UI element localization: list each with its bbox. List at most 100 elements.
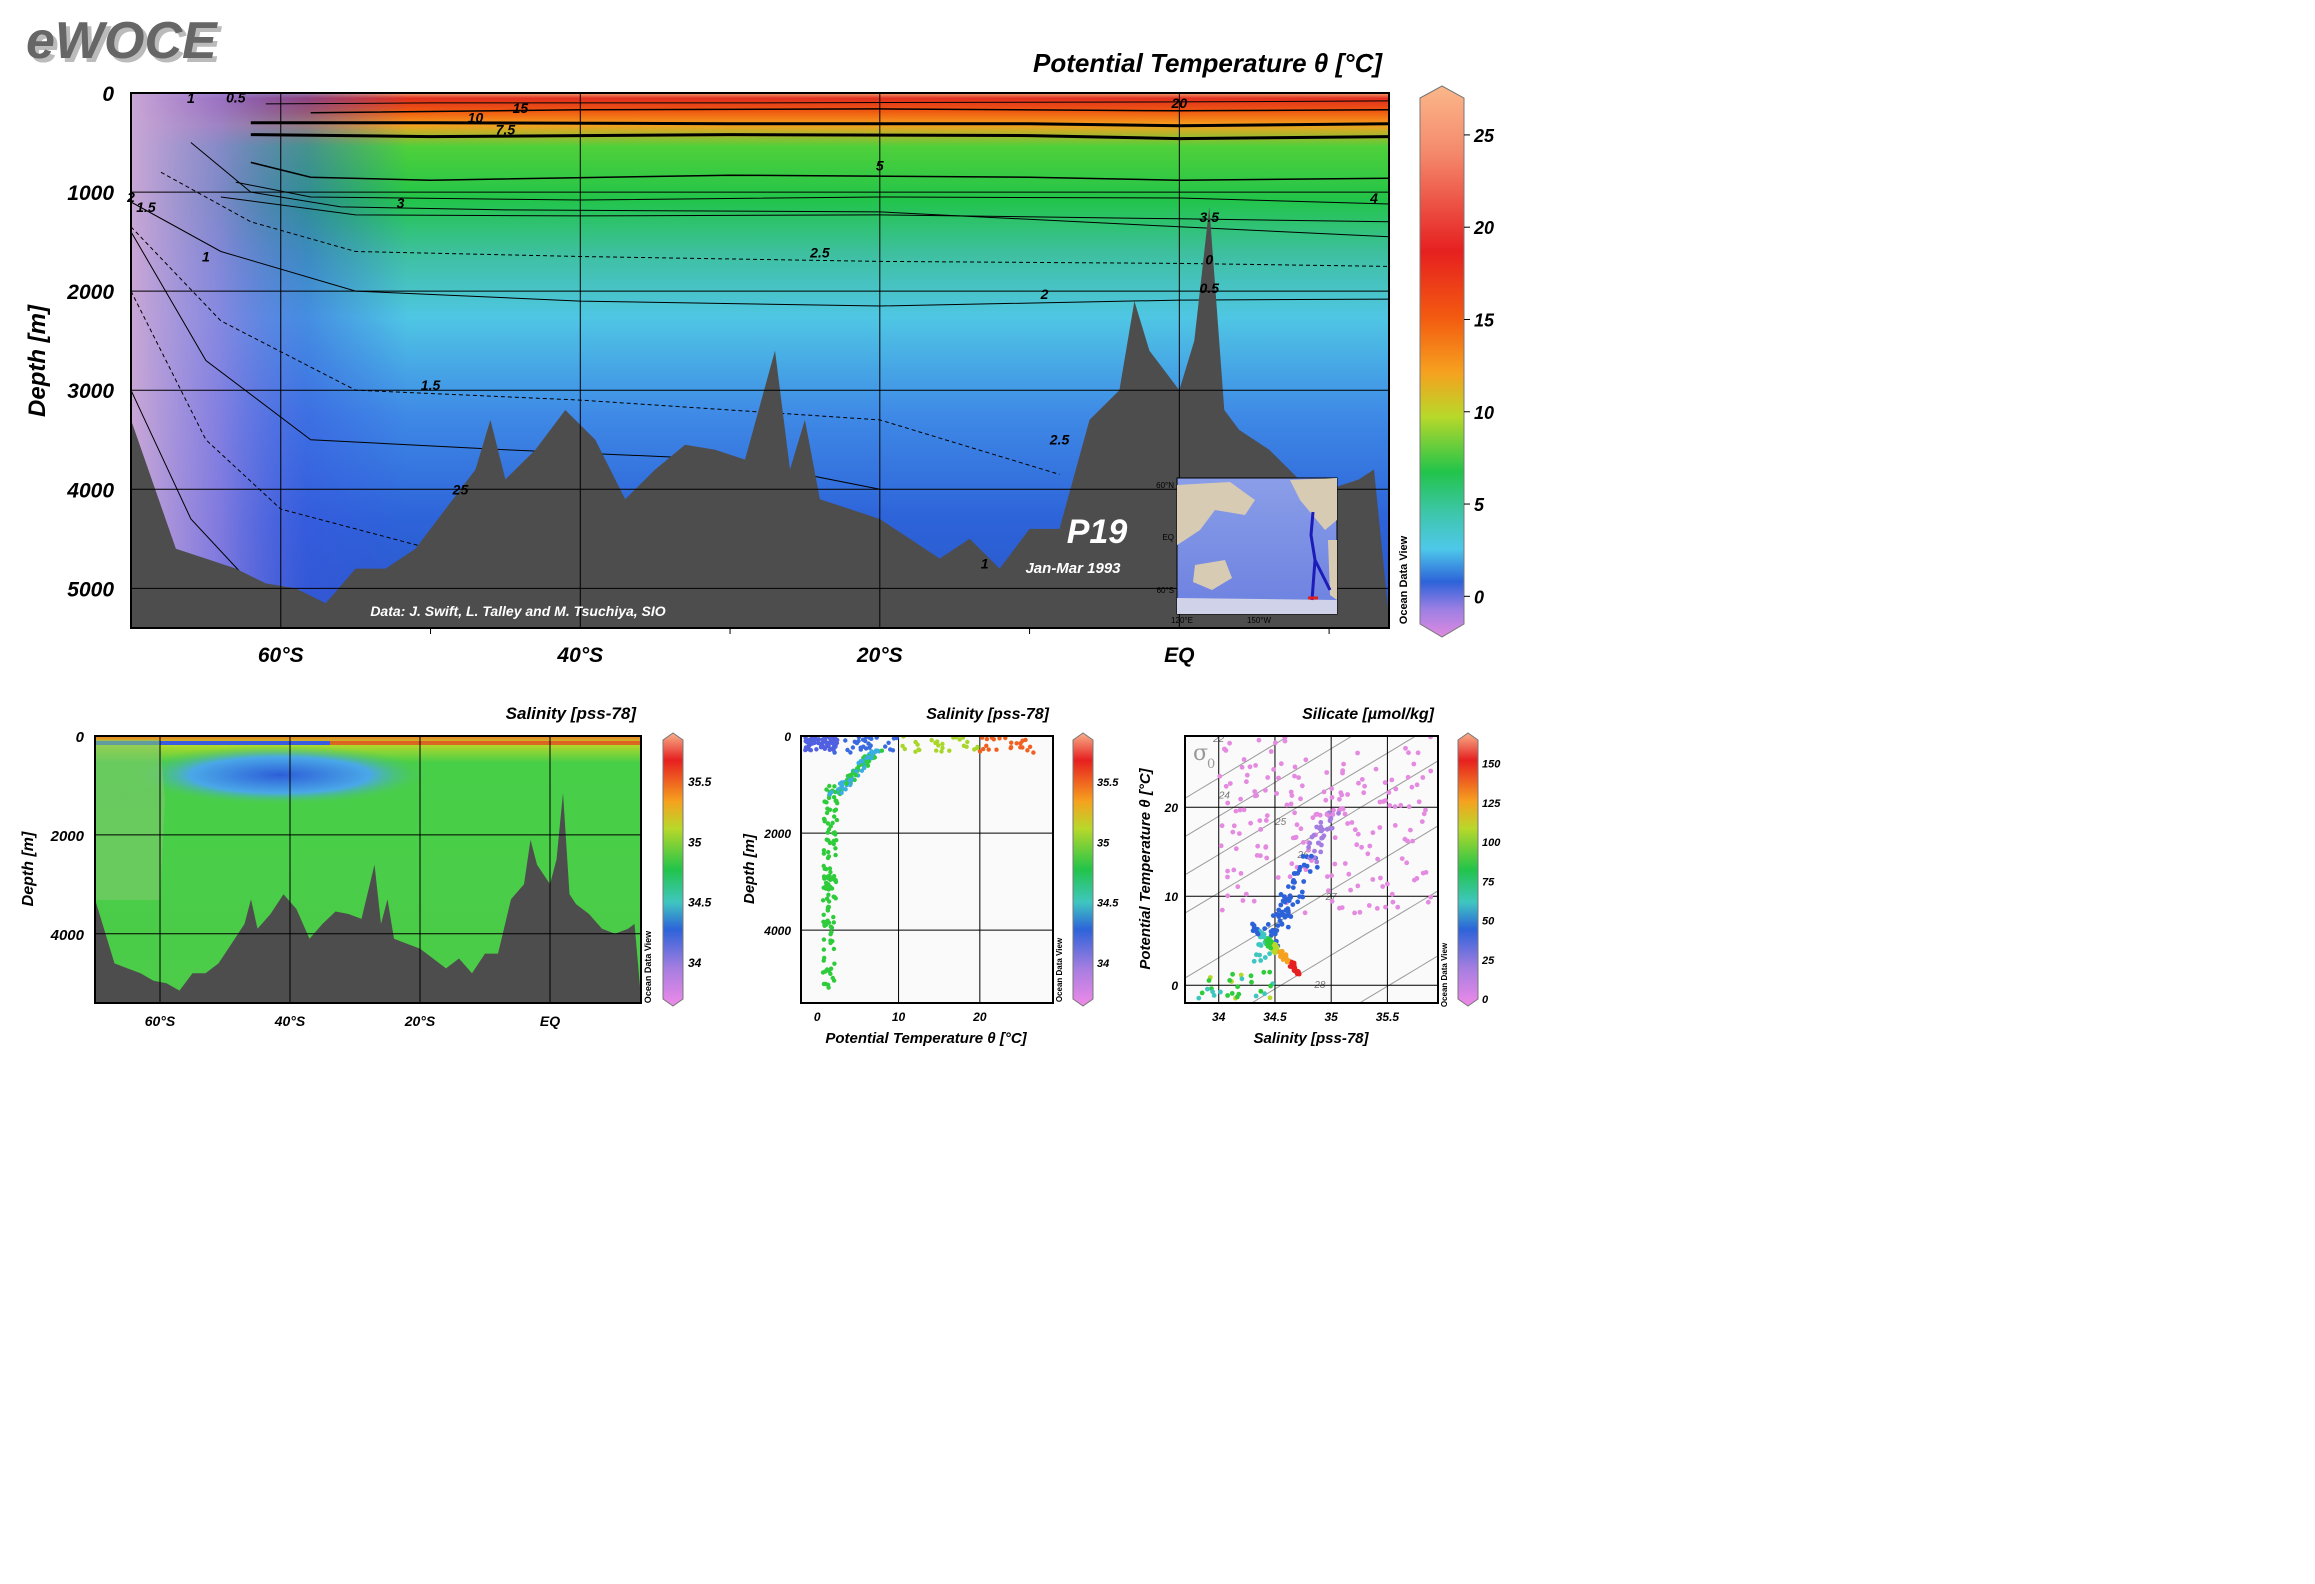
- scatter2-point: [1241, 807, 1247, 813]
- main-colorbar-tick: 15: [1474, 310, 1495, 330]
- scatter2-point: [1244, 779, 1249, 785]
- scatter2-point: [1296, 775, 1301, 780]
- isotherm-3.5: [220, 196, 1389, 223]
- scatter2-point: [1338, 806, 1344, 812]
- inset-lon-150w: 150°W: [1247, 616, 1272, 625]
- scatter1-point: [834, 817, 840, 823]
- salinity-section-y-label: Depth [m]: [20, 831, 37, 906]
- scatter2-point: [1257, 952, 1262, 958]
- scatter1-point: [829, 886, 835, 891]
- scatter1-point: [827, 866, 833, 871]
- scatter2-colorbar-tick: 100: [1482, 837, 1501, 849]
- contour-label: 1.5: [136, 199, 156, 215]
- scatter1-x-ticks: 0 10 20: [814, 1010, 987, 1024]
- contour-label: 0: [1205, 251, 1213, 267]
- main-colorbar-caption: Ocean Data View: [1398, 535, 1410, 624]
- main-y-axis-label: Depth [m]: [24, 304, 51, 417]
- contour-label: 25: [452, 481, 469, 497]
- scatter2-point: [1275, 923, 1281, 928]
- scatter2-point: [1411, 761, 1417, 767]
- scatter1-colorbar-tick: 35: [1097, 837, 1110, 849]
- scatter2-point: [1361, 790, 1367, 796]
- contour-label: 20: [1171, 95, 1188, 111]
- salinity-colorbar-tick: 34: [688, 956, 702, 970]
- scatter2-point: [1284, 802, 1290, 808]
- scatter2-point: [1268, 983, 1273, 989]
- scatter1-point: [965, 739, 970, 745]
- scatter2-point: [1342, 811, 1348, 817]
- scatter1-point: [821, 874, 827, 879]
- main-y-tick: 4000: [66, 479, 114, 502]
- scatter2-point: [1328, 826, 1334, 832]
- scatter2-point: [1300, 894, 1306, 900]
- scatter2-point: [1328, 816, 1334, 821]
- scatter2-point: [1420, 775, 1426, 780]
- scatter2-point: [1329, 898, 1335, 904]
- contour-label: 1: [187, 90, 195, 106]
- density-isoline-28: [1358, 955, 1438, 1003]
- scatter2-point: [1239, 764, 1245, 770]
- scatter2-point: [1287, 874, 1293, 880]
- scatter2-point: [1383, 904, 1388, 910]
- scatter2-point: [1250, 921, 1255, 927]
- scatter2-point: [1256, 942, 1261, 947]
- scatter1-point: [828, 932, 833, 937]
- scatter2-point: [1365, 851, 1371, 857]
- contour-label: 4: [1369, 190, 1378, 206]
- salinity-colorbar-caption: Ocean Data View: [643, 930, 653, 1003]
- main-y-tick: 3000: [67, 380, 114, 403]
- scatter1-point: [829, 740, 834, 746]
- scatter2-point: [1196, 995, 1202, 1001]
- scatter2-point: [1416, 799, 1422, 805]
- main-y-tick: 1000: [67, 182, 114, 205]
- scatter2-point: [1291, 871, 1297, 876]
- scatter2-point: [1264, 813, 1270, 818]
- scatter2-point: [1218, 843, 1224, 849]
- scatter1-point: [939, 749, 944, 754]
- scatter2-point: [1345, 792, 1350, 797]
- scatter2-point: [1415, 750, 1421, 756]
- scatter1-point: [981, 746, 986, 752]
- scatter2-colorbar-tick: 150: [1482, 759, 1501, 771]
- scatter1-point: [940, 745, 945, 751]
- main-x-tick: 20°S: [856, 644, 903, 667]
- scatter2-point: [1300, 854, 1306, 859]
- scatter2-point: [1375, 856, 1380, 862]
- scatter2-point: [1428, 894, 1434, 900]
- scatter2-point: [1272, 941, 1278, 947]
- scatter1-point: [831, 830, 836, 836]
- scatter2-point: [1225, 800, 1231, 806]
- scatter1-point: [863, 746, 869, 751]
- scatter2-point: [1248, 820, 1253, 826]
- scatter2-point: [1393, 786, 1399, 792]
- scatter1-point: [824, 866, 829, 872]
- scatter2-point: [1211, 993, 1217, 998]
- scatter2-point: [1285, 924, 1291, 930]
- scatter2-point: [1337, 905, 1342, 911]
- scatter2-point: [1290, 879, 1296, 885]
- salinity-x-tick: EQ: [540, 1013, 560, 1029]
- scatter2-point: [1264, 855, 1270, 861]
- salinity-colorbar-tick: 35.5: [688, 775, 712, 789]
- scatter1-plot-area: [801, 736, 1053, 1003]
- scatter2-point: [1405, 774, 1411, 780]
- scatter2-point: [1267, 951, 1272, 957]
- scatter1-point: [826, 969, 832, 974]
- scatter1-point: [997, 736, 1002, 741]
- scatter2-point: [1307, 840, 1313, 846]
- scatter2-point: [1248, 973, 1254, 979]
- scatter2-point: [1268, 929, 1274, 934]
- scatter2-point: [1283, 952, 1289, 958]
- scatter1-point: [826, 854, 832, 859]
- scatter1-point: [850, 745, 856, 750]
- main-colorbar-tick: 20: [1473, 218, 1494, 238]
- scatter2-point: [1252, 793, 1258, 799]
- density-label: 24: [1218, 790, 1231, 801]
- scatter2-point: [1320, 835, 1325, 841]
- contour-label: 3.5: [1200, 209, 1220, 225]
- scatter2-point: [1253, 993, 1259, 999]
- scatter1-point: [827, 736, 832, 741]
- scatter1-point: [858, 745, 863, 750]
- scatter1-point: [822, 919, 827, 925]
- scatter2-point: [1304, 863, 1310, 869]
